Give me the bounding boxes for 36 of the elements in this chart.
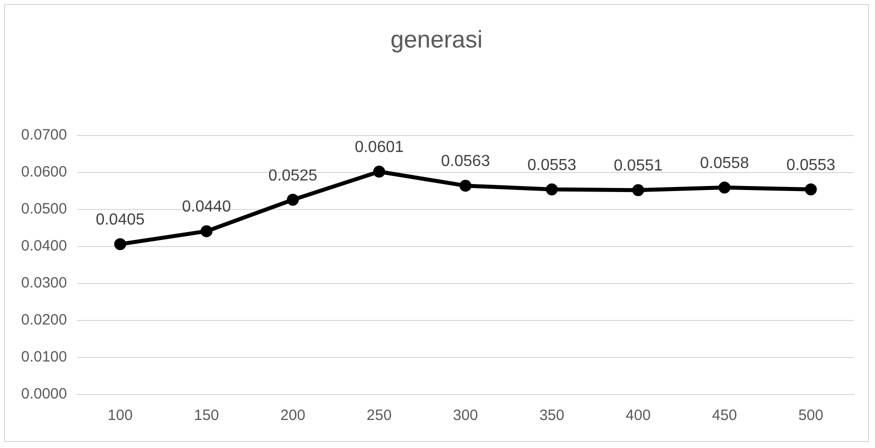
point bbox=[546, 183, 558, 196]
y-tick-label: 0.0600 bbox=[21, 164, 67, 180]
data-label: 0.0440 bbox=[182, 198, 232, 216]
x-tick-label: 100 bbox=[108, 407, 133, 424]
data-label: 0.0551 bbox=[614, 158, 663, 175]
point bbox=[632, 184, 644, 196]
point bbox=[200, 225, 212, 238]
x-tick-label: 500 bbox=[798, 407, 824, 424]
data-label: 0.0553 bbox=[786, 156, 836, 174]
data-label: 0.0405 bbox=[96, 212, 145, 229]
y-tick-label: 0.0100 bbox=[21, 348, 67, 366]
x-tick-label: 450 bbox=[712, 407, 738, 424]
data-label: 0.0558 bbox=[700, 155, 750, 172]
point bbox=[460, 180, 472, 192]
data-label: 0.0563 bbox=[441, 153, 490, 170]
data-label: 0.0525 bbox=[268, 167, 318, 184]
x-tick-label: 300 bbox=[452, 407, 478, 424]
point bbox=[373, 166, 386, 178]
y-tick-label: 0.0700 bbox=[21, 126, 67, 144]
y-tick-label: 0.0000 bbox=[21, 386, 67, 402]
y-tick-label: 0.0300 bbox=[21, 274, 67, 292]
y-tick-label: 0.0400 bbox=[21, 238, 67, 254]
point bbox=[286, 194, 299, 206]
point bbox=[718, 182, 730, 194]
y-tick-label: 0.0500 bbox=[21, 200, 67, 218]
y-tick-label: 0.0200 bbox=[21, 312, 67, 328]
x-tick-label: 350 bbox=[539, 407, 564, 424]
x-tick-label: 250 bbox=[366, 407, 392, 424]
point bbox=[804, 183, 817, 196]
data-label: 0.0553 bbox=[527, 156, 576, 174]
point bbox=[114, 238, 126, 250]
x-tick-label: 400 bbox=[626, 407, 651, 424]
chart-title: generasi bbox=[390, 26, 483, 54]
data-label: 0.0601 bbox=[354, 139, 404, 156]
x-tick-label: 150 bbox=[194, 407, 220, 424]
x-tick-label: 200 bbox=[280, 407, 306, 424]
